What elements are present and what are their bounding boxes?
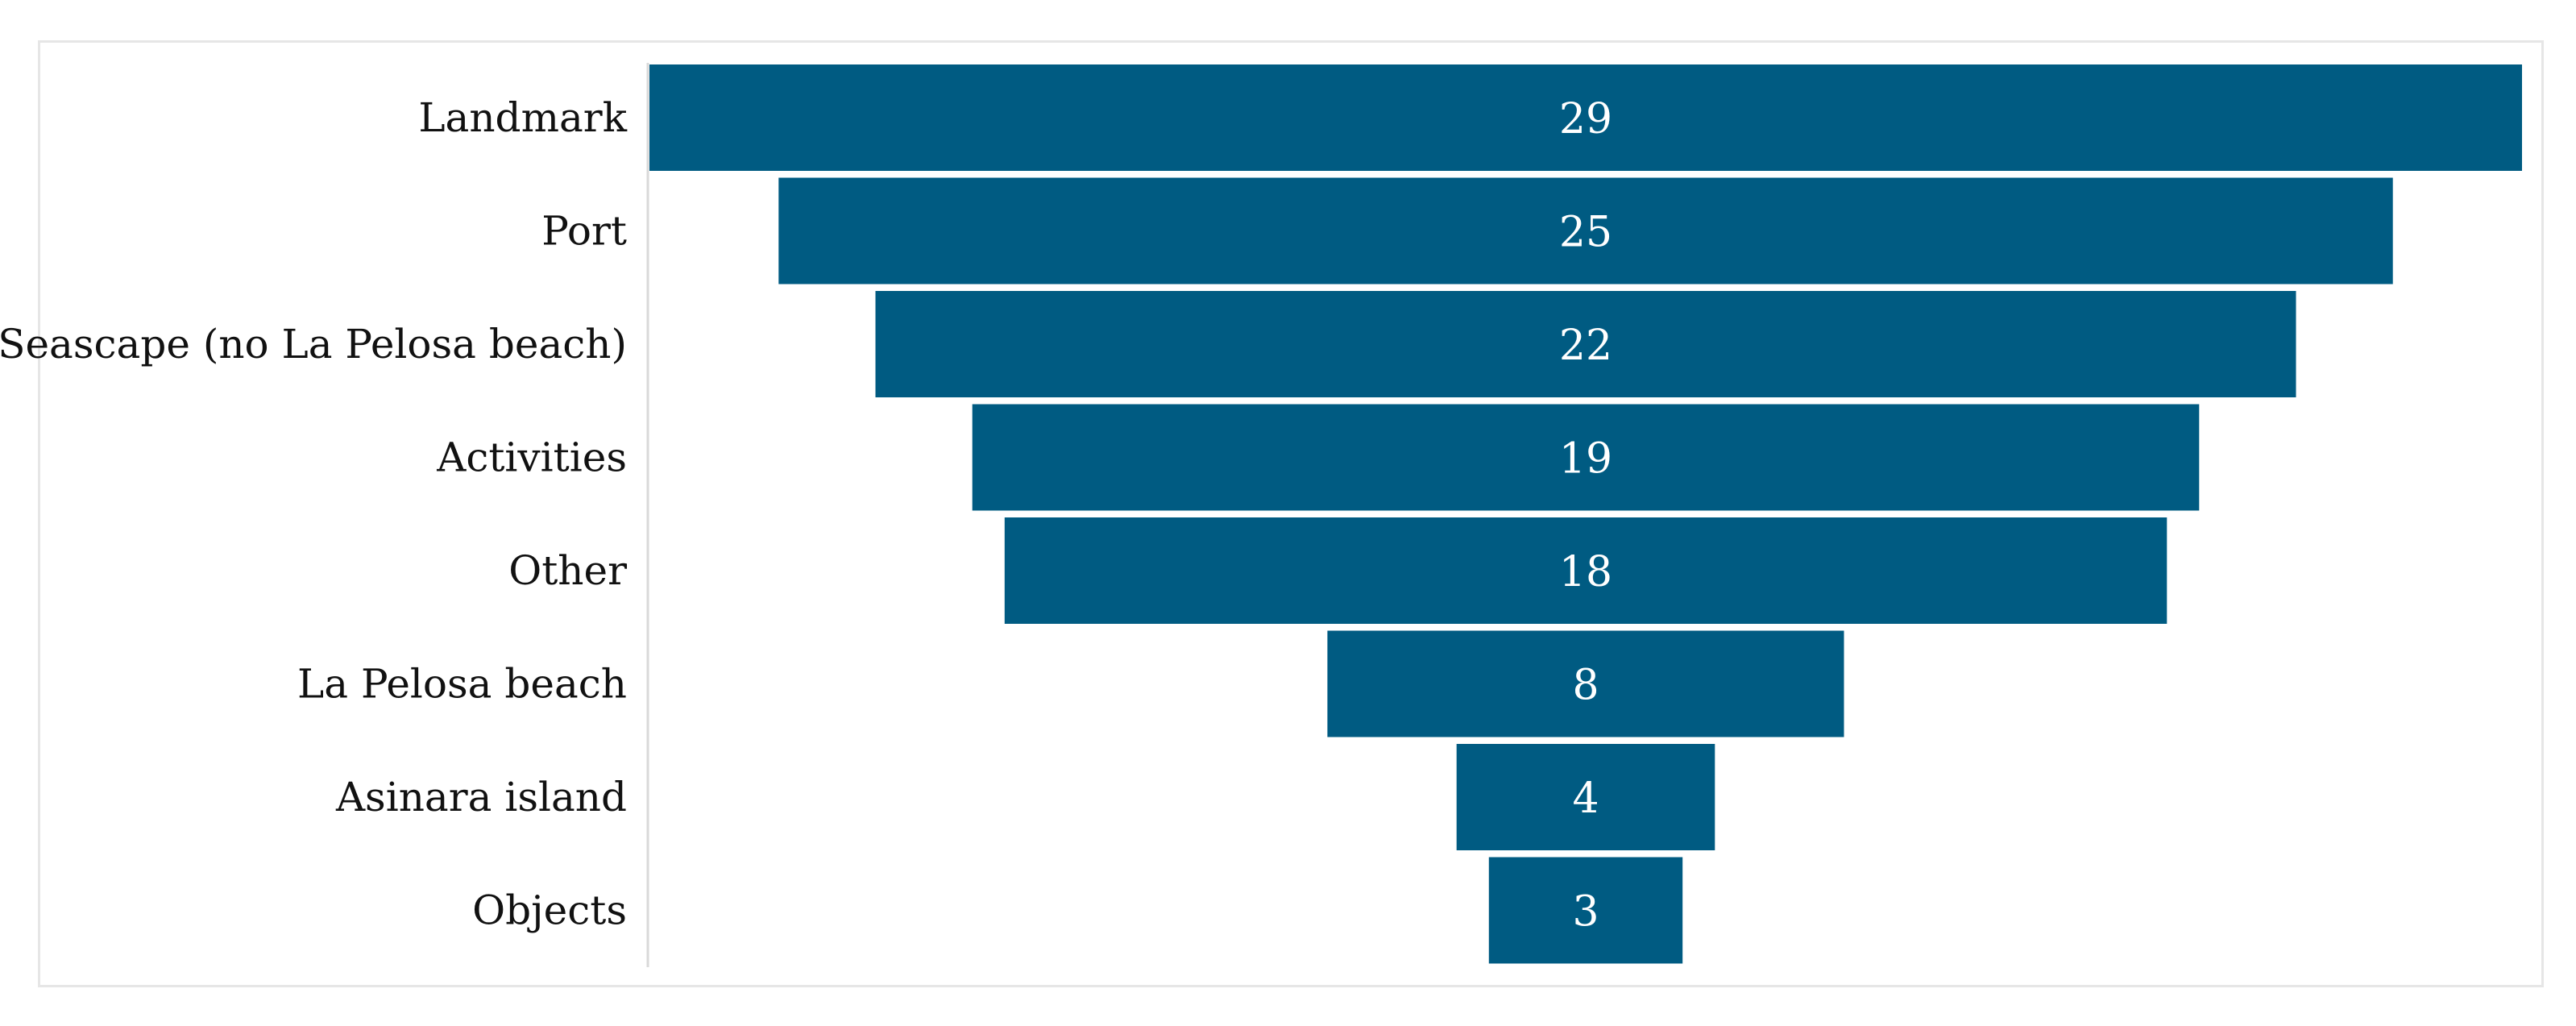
- funnel-bar: [778, 177, 2393, 285]
- category-label: Port: [541, 208, 627, 255]
- value-label: 18: [1559, 548, 1612, 596]
- value-label: 29: [1559, 95, 1612, 143]
- value-label: 25: [1559, 209, 1612, 257]
- value-label: 8: [1572, 662, 1599, 710]
- value-label: 3: [1572, 888, 1599, 937]
- funnel-bar: [972, 404, 2200, 511]
- category-label: Activities: [436, 434, 627, 481]
- category-labels-group: Landmark Port Seascape (no La Pelosa beach…: [0, 94, 628, 934]
- value-label: 19: [1559, 435, 1612, 484]
- category-label: Other: [508, 547, 627, 594]
- funnel-bar: [1456, 744, 1715, 850]
- funnel-bar: [1488, 857, 1683, 964]
- value-label: 22: [1559, 322, 1612, 370]
- category-label: La Pelosa beach: [297, 661, 627, 708]
- bars-group: [649, 64, 2522, 964]
- value-labels-group: 29 25 22 19 18 8 4 3: [1559, 95, 1612, 937]
- category-label: Objects: [472, 887, 627, 934]
- funnel-bar: [1004, 517, 2167, 624]
- funnel-bar: [649, 64, 2522, 171]
- category-label: Seascape (no La Pelosa beach): [0, 321, 627, 368]
- funnel-bar: [1327, 630, 1844, 737]
- value-label: 4: [1572, 775, 1599, 823]
- funnel-bar: [875, 291, 2296, 397]
- category-label: Landmark: [418, 94, 627, 141]
- category-label: Asinara island: [335, 774, 627, 820]
